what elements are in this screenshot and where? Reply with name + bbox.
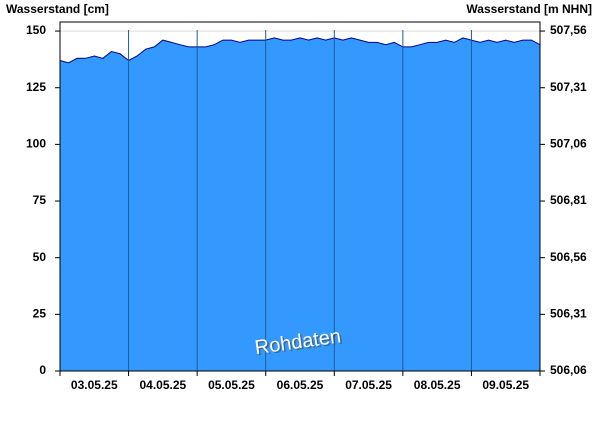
x-tick-label: 07.05.25	[345, 378, 392, 392]
y2-tick-label: 506,81	[550, 193, 587, 207]
y2-tick-label: 506,56	[550, 250, 587, 264]
x-tick-label: 08.05.25	[414, 378, 461, 392]
x-tick-label: 03.05.25	[71, 378, 118, 392]
y-tick-label: 100	[26, 137, 46, 151]
y2-tick-label: 506,06	[550, 363, 587, 377]
y-tick-label: 25	[33, 307, 47, 321]
y2-tick-label: 507,56	[550, 23, 587, 37]
area	[60, 37, 540, 372]
x-tick-label: 09.05.25	[482, 378, 529, 392]
x-tick-label: 05.05.25	[208, 378, 255, 392]
y2-tick-label: 507,06	[550, 137, 587, 151]
y2-axis-label: Wasserstand [m NHN]	[466, 2, 592, 16]
y-tick-label: 0	[39, 363, 46, 377]
y2-tick-label: 507,31	[550, 80, 587, 94]
y-axis-label: Wasserstand [cm]	[6, 2, 109, 16]
y-tick-label: 75	[33, 193, 47, 207]
y-tick-label: 125	[26, 80, 46, 94]
x-tick-label: 06.05.25	[277, 378, 324, 392]
y2-tick-label: 506,31	[550, 307, 587, 321]
line	[59, 37, 541, 64]
y-tick-label: 150	[26, 23, 46, 37]
x-tick-label: 04.05.25	[139, 378, 186, 392]
y-tick-label: 50	[33, 250, 47, 264]
